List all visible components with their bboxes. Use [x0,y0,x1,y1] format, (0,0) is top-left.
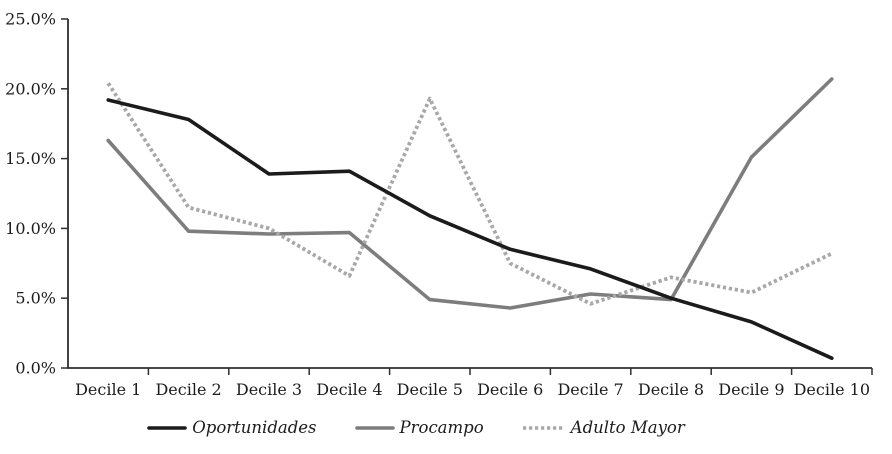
x-tick-label: Decile 5 [397,380,463,399]
x-tick-label: Decile 4 [316,380,382,399]
line-chart: 0.0% 5.0% 10.0% 15.0% 20.0% 25.0% Decile 1 Deci… [5,10,873,399]
legend-swatch-procampo-icon [354,425,395,430]
series-line-procampo [106,77,834,310]
y-tick-label: 10.0% [5,219,56,238]
x-tick-label: Decile 3 [236,380,302,399]
series-line-oportunidades [106,98,834,361]
legend-item-procampo: Procampo [354,418,484,437]
x-tick-label: Decile 1 [75,380,141,399]
y-tick-label: 15.0% [5,149,56,168]
x-tick-label: Decile 10 [794,380,870,399]
x-tick-label: Decile 9 [718,380,784,399]
x-tick-label: Decile 7 [557,380,623,399]
legend-swatch-oportunidades-icon [147,425,188,430]
axes [67,19,872,369]
legend-swatch-adulto-mayor-icon [522,425,565,430]
chart-legend: Oportunidades Procampo Adulto Mayor [0,418,862,437]
y-tick-label: 5.0% [15,289,56,308]
series-line-adulto-mayor [106,82,833,306]
y-tick-label: 20.0% [5,79,56,98]
x-tick-label: Decile 2 [155,380,221,399]
legend-item-oportunidades: Oportunidades [147,418,317,437]
legend-item-adulto-mayor: Adulto Mayor [522,418,685,437]
x-tick-label: Decile 8 [638,380,704,399]
legend-label-procampo: Procampo [399,418,484,437]
y-tick-label: 25.0% [5,10,56,29]
x-tick-label: Decile 6 [477,380,543,399]
legend-label-adulto-mayor: Adulto Mayor [570,418,685,437]
y-tick-label: 0.0% [15,359,56,378]
legend-label-oportunidades: Oportunidades [192,418,317,437]
